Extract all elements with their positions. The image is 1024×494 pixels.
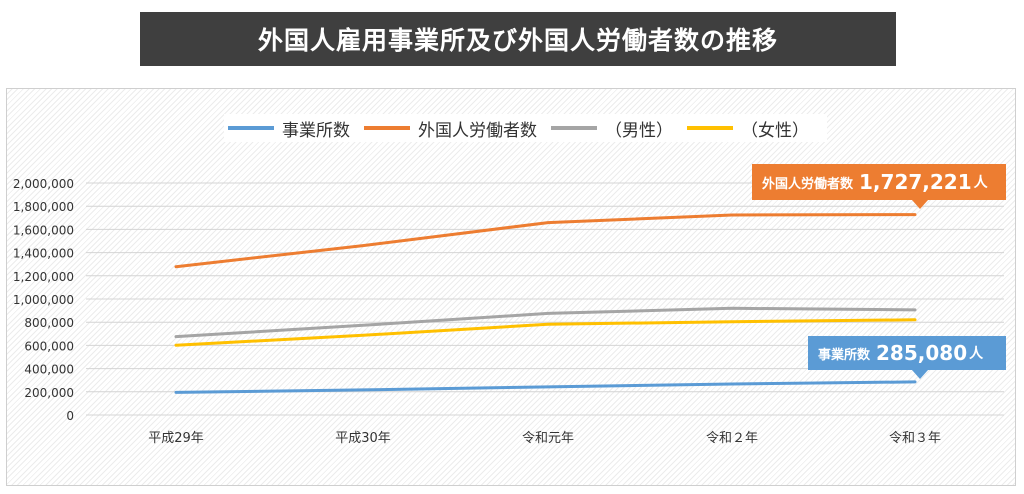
x-tick-label: 平成29年 — [148, 431, 204, 446]
legend-label-workers: 外国人労働者数 — [418, 120, 537, 141]
y-tick-label: 200,000 — [24, 386, 74, 400]
y-tick-label: 1,400,000 — [13, 247, 74, 261]
series-line — [174, 380, 917, 394]
legend-item-offices: 事業所数 — [228, 116, 350, 141]
legend-item-workers: 外国人労働者数 — [364, 116, 537, 141]
x-tick-label: 令和元年 — [522, 431, 574, 446]
legend-item-female: （女性） — [687, 116, 809, 141]
workers-callout: 外国人労働者数 1,727,221 人 — [752, 164, 1006, 209]
y-tick-label: 0 — [66, 409, 74, 423]
y-tick-label: 1,600,000 — [13, 223, 74, 237]
offices-callout-value: 285,080 — [876, 341, 968, 365]
y-tick-label: 1,800,000 — [13, 200, 74, 214]
y-tick-label: 600,000 — [24, 339, 74, 353]
legend-swatch-male — [551, 126, 597, 130]
offices-callout-label: 事業所数 — [818, 347, 871, 363]
workers-callout-label: 外国人労働者数 — [762, 176, 854, 192]
y-tick-label: 800,000 — [24, 316, 74, 330]
chart-title: 外国人雇用事業所及び外国人労働者数の推移 — [140, 12, 896, 66]
x-tick-label: 令和２年 — [706, 431, 758, 446]
series-line — [174, 213, 917, 269]
legend-swatch-offices — [228, 126, 274, 130]
y-tick-label: 1,000,000 — [13, 293, 74, 307]
chart-frame — [6, 88, 1016, 486]
offices-callout-unit: 人 — [969, 346, 984, 362]
x-tick-label: 平成30年 — [335, 431, 391, 446]
workers-callout-unit: 人 — [973, 175, 988, 191]
legend-label-female: （女性） — [741, 120, 809, 141]
series-line — [174, 318, 917, 347]
legend-label-offices: 事業所数 — [282, 120, 350, 141]
offices-callout: 事業所数 285,080 人 — [808, 336, 1006, 379]
legend-swatch-female — [687, 126, 733, 130]
series-line — [174, 306, 917, 339]
y-tick-label: 2,000,000 — [13, 177, 74, 191]
legend-label-male: （男性） — [605, 120, 673, 141]
legend: 事業所数 外国人労働者数 （男性） （女性） — [224, 114, 827, 142]
legend-item-male: （男性） — [551, 116, 673, 141]
y-tick-label: 1,200,000 — [13, 270, 74, 284]
legend-swatch-workers — [364, 126, 410, 130]
x-tick-label: 令和３年 — [889, 431, 941, 446]
y-tick-label: 400,000 — [24, 363, 74, 377]
workers-callout-value: 1,727,221 — [859, 170, 972, 194]
